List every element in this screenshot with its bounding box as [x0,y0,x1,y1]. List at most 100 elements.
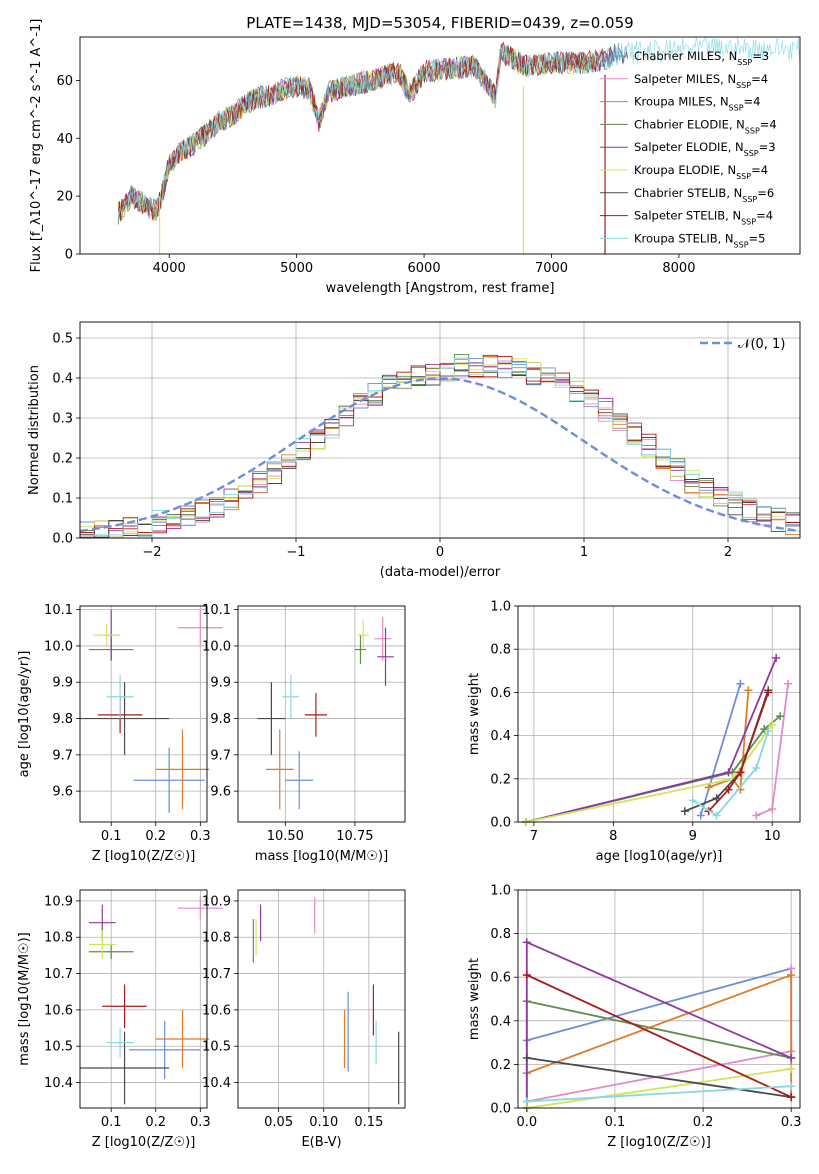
x-tick-label: 0.2 [145,829,166,844]
y-axis-label: mass [log10(M/M☉)] [17,932,32,1065]
weight-line [525,657,778,823]
y-tick-label: 0.2 [490,772,511,787]
error-bar-point [282,674,300,719]
legend-subscript: SSP [745,126,760,135]
axes-frame [237,889,406,1109]
y-tick-label: 10.1 [202,603,231,618]
axes-frame [517,889,801,1109]
x-axis-label: Z [log10(Z/Z☉)] [607,1135,711,1150]
error-bar-point [80,682,170,755]
axes-frame [517,605,801,823]
weight-marker [784,679,793,688]
error-bar-point [93,624,121,646]
weight-line [707,692,770,812]
x-tick-label: 0.3 [190,1115,211,1130]
x-axis-label: mass [log10(M/M☉)] [255,849,388,864]
legend-entry: 𝒩(0, 1) [738,337,785,352]
error-bar-point [80,1031,170,1105]
error-bar-point [88,929,116,960]
y-tick-label: 10.7 [44,967,73,982]
error-bar-point [102,984,147,1029]
legend-entry: Chabrier STELIB, NSSP=6 [634,186,774,204]
y-axis-label: mass weight [467,958,482,1040]
x-tick-label: 10.50 [267,829,304,844]
panel-age_vs_mass: 10.50 10.75 9.6 9.7 9.8 9.9 10.0 10.1 mass [log1… [202,603,406,864]
x-tick-label: 2 [724,545,732,560]
legend-subscript: SSP [737,58,752,67]
weight-marker [724,785,733,794]
plot-area-residuals [79,353,801,538]
legend-entry: Chabrier ELODIE, NSSP=4 [634,117,777,135]
x-tick-label: 8000 [662,261,695,276]
y-tick-label: 0.8 [490,927,511,942]
legend-entry: Salpeter STELIB, NSSP=4 [634,209,773,227]
y-tick-label: 10.0 [202,639,231,654]
weight-marker [776,712,785,721]
weight-marker [787,971,796,980]
spectrum-line [117,37,800,221]
y-tick-label: 0.0 [490,1102,511,1117]
plot-area-mass_vs_Z [80,897,223,1105]
weight-line [526,1085,792,1103]
histogram-series [79,361,800,538]
weight-marker [764,727,773,736]
axes-frame [237,605,406,823]
y-tick-label: 9.9 [52,676,73,691]
x-axis-label: E(B-V) [301,1135,341,1150]
weight-marker [764,688,773,697]
weight-line [525,940,792,1108]
error-bar-point [374,616,392,661]
y-tick-label: 0.0 [52,532,73,547]
y-tick-label: 10.8 [44,931,73,946]
legend-subscript: SSP [734,240,749,249]
spectrum-line [117,45,628,221]
error-bar-point [155,729,210,810]
weight-marker [752,764,761,772]
weight-marker [696,811,705,820]
plot-area-mass_vs_ebv [252,897,400,1105]
x-tick-label: 4000 [153,261,186,276]
y-tick-label: 10.6 [44,1003,73,1018]
y-axis-label: Flux [f_λ10^-17 erg cm^-2 s^-1 A^-1] [29,19,44,273]
y-axis-label: Normed distribution [27,365,42,495]
y-axis-label: mass weight [467,673,482,755]
weight-line [526,968,793,1103]
y-tick-label: 0.5 [52,332,73,347]
weight-marker [787,1053,796,1062]
spectrum-lines [117,37,800,254]
x-axis-label: Z [log10(Z/Z☉)] [92,849,196,864]
y-tick-label: 10.9 [202,894,231,909]
x-tick-label: 1 [580,545,588,560]
weight-marker [688,796,697,805]
y-tick-label: 9.7 [210,748,231,763]
weight-marker [712,794,721,803]
weight-marker [704,783,713,792]
legend-subscript: SSP [736,80,751,89]
y-tick-label: 9.6 [210,785,231,800]
x-tick-label: 6000 [408,261,441,276]
x-tick-label: 0.10 [309,1115,338,1130]
y-tick-label: 0.2 [52,452,73,467]
panel-residuals: −2 −1 0 1 2 0.0 0.1 0.2 0.3 0.4 0.5 (data-model)/er… [27,321,801,580]
axes-frame [79,889,208,1109]
x-tick-label: 8 [609,829,617,844]
y-tick-label: 0.6 [490,971,511,986]
error-bar-point [377,627,394,686]
y-tick-label: 0.4 [52,372,73,387]
y-tick-label: 60 [56,74,73,89]
panel-weight_vs_age: 7 8 9 10 0.0 0.2 0.4 0.6 0.8 1.0 age [log10(age/yr… [467,600,801,864]
weight-marker [768,805,777,814]
x-tick-label: 0.3 [781,1115,802,1130]
error-bar-point [357,620,369,650]
legend-entry: Kroupa STELIB, NSSP=5 [634,231,765,249]
y-tick-label: 10.5 [44,1040,73,1055]
x-tick-label: 0.0 [516,1115,537,1130]
y-tick-label: 0.4 [490,729,511,744]
weight-marker [787,1082,796,1091]
axes-frame [79,605,208,823]
x-tick-label: 9 [689,829,697,844]
histogram-series [79,355,800,538]
weight-marker [522,938,531,947]
legend-subscript: SSP [736,172,751,181]
y-axis-label: age [log10(age/yr)] [17,651,32,778]
